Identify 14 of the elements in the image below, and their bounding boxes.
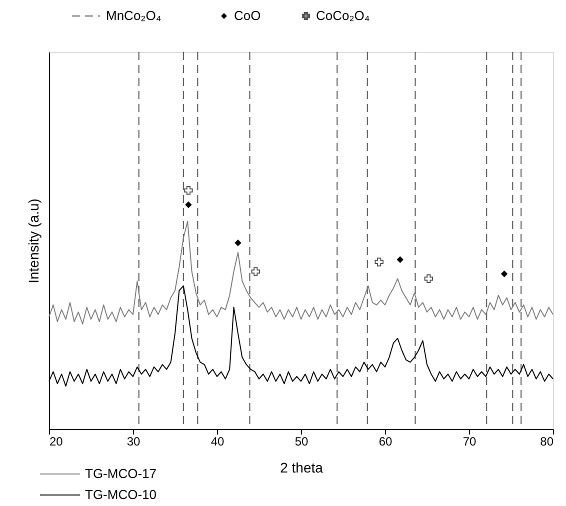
x-tick-label: 30 bbox=[126, 434, 140, 448]
x-tick-label: 70 bbox=[462, 434, 476, 448]
x-tick-label: 40 bbox=[210, 434, 224, 448]
ref-line-label: MnCo₂O₄ bbox=[106, 8, 162, 23]
y-axis-title: Intensity (a.u) bbox=[26, 198, 42, 284]
x-tick-label: 80 bbox=[540, 434, 554, 448]
x-tick-label: 20 bbox=[50, 434, 64, 448]
legend-label: TG-MCO-17 bbox=[85, 466, 156, 481]
x-axis-title: 2 theta bbox=[280, 460, 324, 476]
x-tick-label: 50 bbox=[294, 434, 308, 448]
legend-label: CoO bbox=[234, 8, 261, 23]
legend-label: CoCo₂O₄ bbox=[316, 8, 370, 23]
legend-label: TG-MCO-10 bbox=[85, 487, 156, 502]
x-tick-label: 60 bbox=[378, 434, 392, 448]
